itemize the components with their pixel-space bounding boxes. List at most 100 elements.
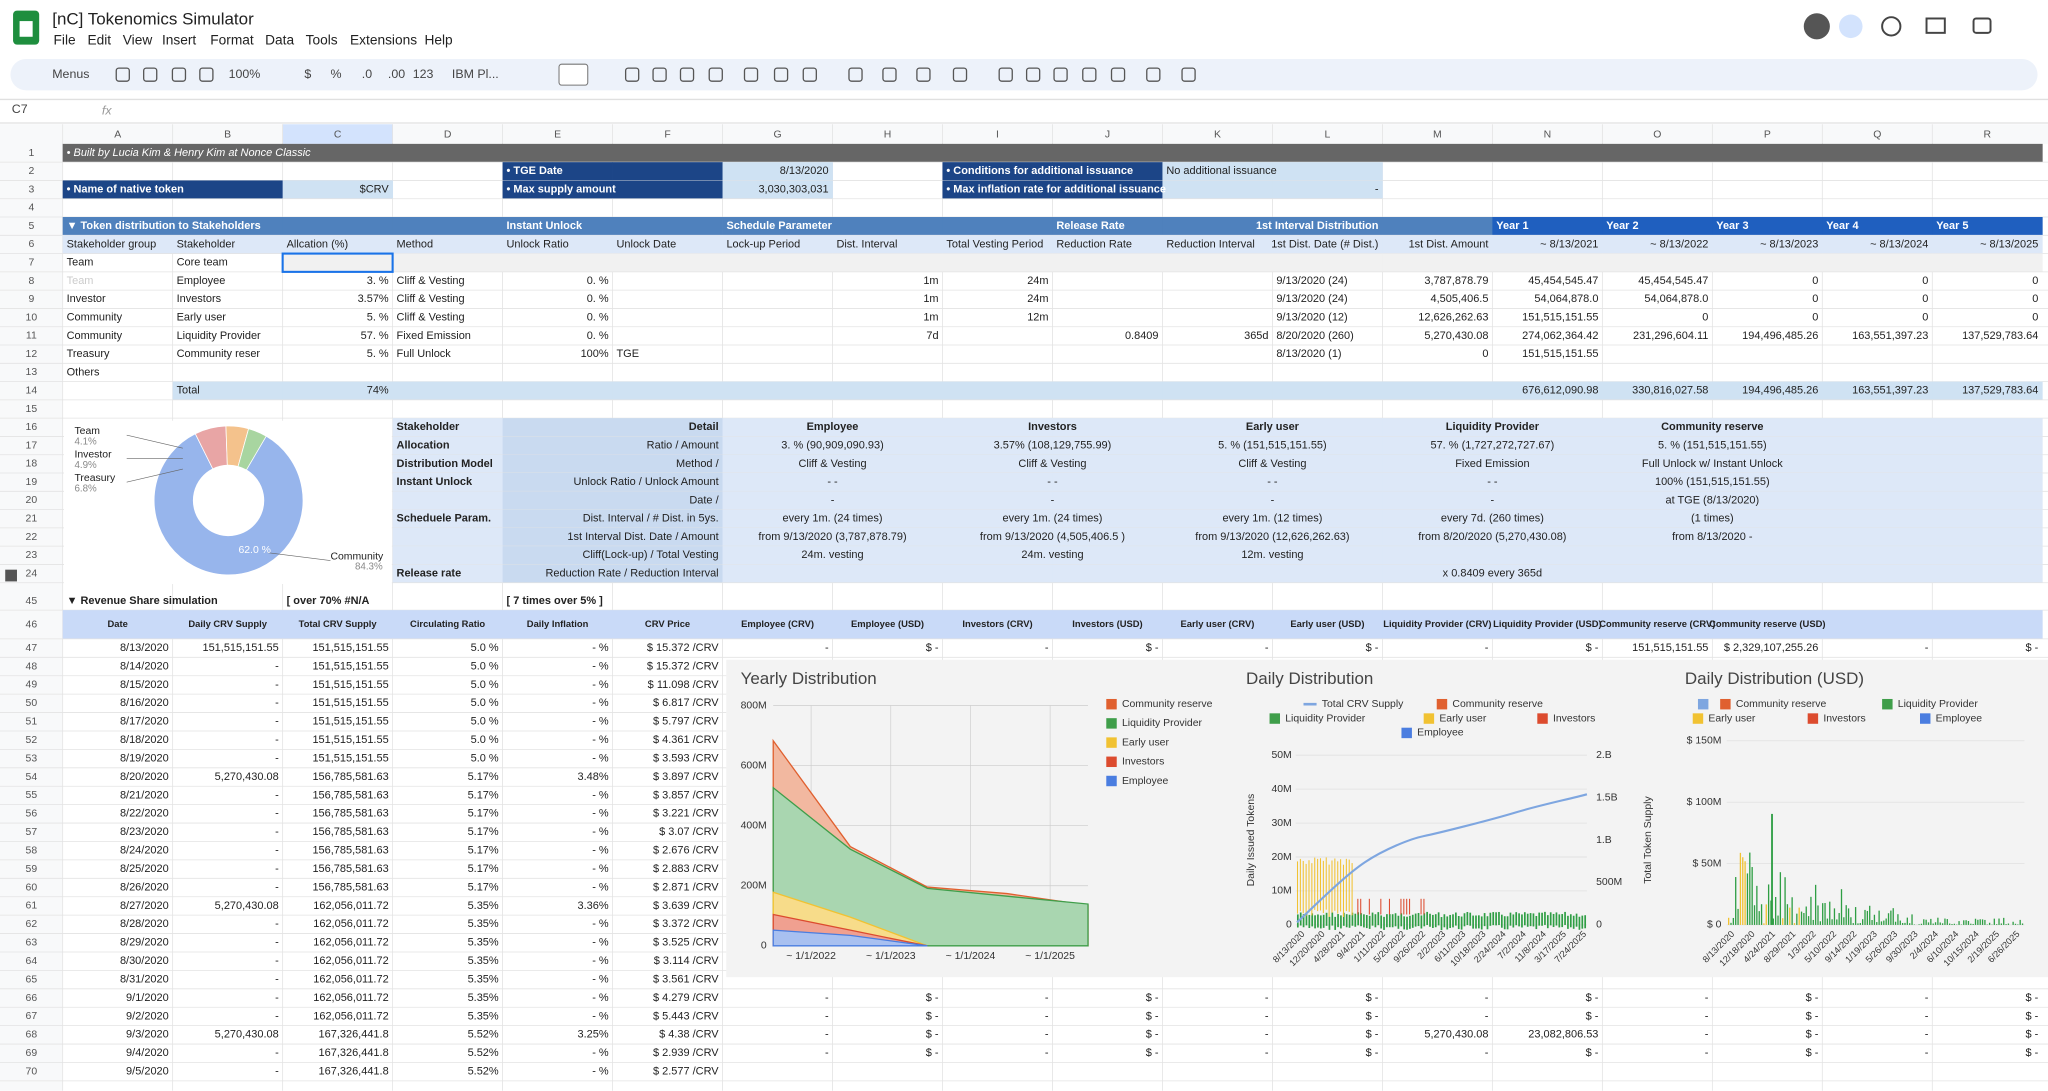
toolbar-icon[interactable] — [199, 67, 214, 82]
toolbar-icon[interactable] — [708, 67, 723, 82]
menu-item[interactable]: Edit — [88, 32, 112, 47]
bar-shape — [1883, 920, 1885, 925]
cell-fill — [62, 217, 174, 236]
bar-shape — [1363, 914, 1365, 928]
pie-leader — [126, 434, 183, 449]
bar-shape — [1334, 916, 1337, 930]
cell-text: 5.52% — [468, 1047, 499, 1059]
menu-item[interactable]: Extensions — [350, 32, 417, 47]
comment-icon[interactable] — [1925, 17, 1946, 34]
bar-shape — [1544, 911, 1546, 925]
cell-text: 8/18/2020 — [120, 734, 169, 746]
toolbar-icon[interactable] — [743, 67, 759, 82]
doc-title[interactable]: [nC] Tokenomics Simulator — [52, 9, 254, 28]
cell-fill — [502, 235, 613, 254]
cell-fill — [942, 162, 1053, 181]
toolbar-item[interactable]: .00 — [388, 67, 405, 81]
legend-swatch — [1692, 713, 1704, 724]
toolbar-icon[interactable] — [882, 67, 897, 82]
cell-fill — [1602, 253, 1713, 272]
toolbar-icon[interactable] — [171, 67, 187, 82]
name-box[interactable]: C7 — [12, 102, 28, 116]
toolbar-icon[interactable] — [1181, 67, 1196, 82]
toolbar-icon[interactable] — [1110, 67, 1126, 82]
bar-shape — [1584, 915, 1587, 929]
avatar[interactable] — [1803, 13, 1830, 40]
row-header: 54 — [26, 772, 38, 783]
cell-fill — [1162, 162, 1273, 181]
toolbar-icon[interactable] — [1146, 67, 1161, 82]
toolbar-item[interactable]: .0 — [362, 67, 372, 81]
toolbar-icon[interactable] — [998, 67, 1013, 82]
bar-shape — [1901, 922, 1904, 925]
legend-swatch — [1720, 698, 1731, 710]
toolbar-icon[interactable] — [773, 67, 789, 82]
cell-text: $ 11.098 /CRV — [648, 679, 720, 691]
toolbar-item[interactable]: 123 — [413, 67, 434, 81]
toolbar-icon[interactable] — [624, 67, 640, 82]
row-header: 53 — [26, 753, 38, 764]
toolbar-item[interactable]: IBM Pl... — [452, 67, 499, 81]
menu-item[interactable]: View — [123, 32, 153, 47]
toolbar-item[interactable]: $ — [304, 67, 311, 81]
toolbar-icon[interactable] — [916, 67, 931, 82]
bar-shape — [1814, 884, 1817, 925]
menu-item[interactable]: File — [54, 32, 76, 47]
bar-shape — [1944, 918, 1946, 925]
cell-text: 156,785,581.63 — [312, 863, 388, 875]
cell-text: - % — [592, 845, 609, 857]
toolbar-icon[interactable] — [143, 67, 158, 82]
row-header: 63 — [26, 938, 38, 949]
cell-fill — [1382, 253, 1493, 272]
bar-shape — [1503, 916, 1506, 930]
cell-text: Community — [67, 311, 123, 323]
bar-shape — [1775, 896, 1777, 925]
menu-item[interactable]: Format — [210, 32, 254, 47]
bar-shape — [1360, 913, 1362, 927]
present-button[interactable] — [1839, 14, 1863, 39]
cell-text: - — [275, 973, 279, 985]
cell-fill — [1162, 381, 1273, 400]
cell-fill — [1822, 610, 1933, 639]
toolbar-item[interactable]: % — [330, 67, 341, 81]
toolbar-icon[interactable] — [1082, 67, 1097, 82]
toolbar-icon[interactable] — [652, 67, 667, 82]
cell-text: $ 3.593 /CRV — [653, 752, 719, 764]
toolbar-icon[interactable] — [1025, 67, 1041, 82]
meet-icon[interactable] — [1972, 17, 1992, 34]
cell-text: Cliff & Vesting — [397, 293, 465, 305]
cell-fill — [612, 454, 723, 474]
toolbar-icon[interactable] — [802, 67, 817, 82]
toolbar-item[interactable]: 100% — [229, 67, 261, 81]
legend-label: Early user — [1708, 713, 1756, 724]
bar-shape — [1429, 913, 1431, 927]
bar-shape — [1512, 914, 1515, 928]
cell-text: Lock-up Period — [726, 238, 800, 250]
cell-fill — [1712, 509, 1823, 528]
cell-text: $ - — [1806, 992, 1819, 1004]
toolbar-icon[interactable] — [952, 67, 968, 82]
cell-text: - % — [592, 697, 609, 709]
menu-item[interactable]: Help — [424, 32, 453, 47]
menu-item[interactable]: Tools — [306, 32, 338, 47]
legend-swatch — [1807, 713, 1819, 724]
bar-shape — [1452, 914, 1454, 928]
cell-fill — [1822, 235, 1933, 254]
cell-text: 8/28/2020 — [120, 918, 169, 930]
toolbar-item[interactable]: Menus — [52, 67, 89, 81]
history-icon[interactable] — [1881, 16, 1902, 37]
cell-text: 5.35% — [468, 1010, 499, 1022]
font-size-box[interactable] — [558, 63, 589, 86]
menu-item[interactable]: Data — [265, 32, 294, 47]
cell-text: - % — [592, 716, 609, 728]
menu-item[interactable]: Insert — [162, 32, 196, 47]
toolbar-icon[interactable] — [679, 67, 695, 82]
cell-fill — [282, 253, 394, 272]
bar-shape — [1374, 914, 1377, 928]
bar-shape — [2017, 924, 2019, 925]
bar-shape — [1977, 919, 1979, 925]
toolbar-icon[interactable] — [115, 67, 130, 82]
toolbar-icon[interactable] — [848, 67, 863, 82]
toolbar-icon[interactable] — [1053, 67, 1068, 82]
cell-fill — [1272, 546, 1383, 565]
